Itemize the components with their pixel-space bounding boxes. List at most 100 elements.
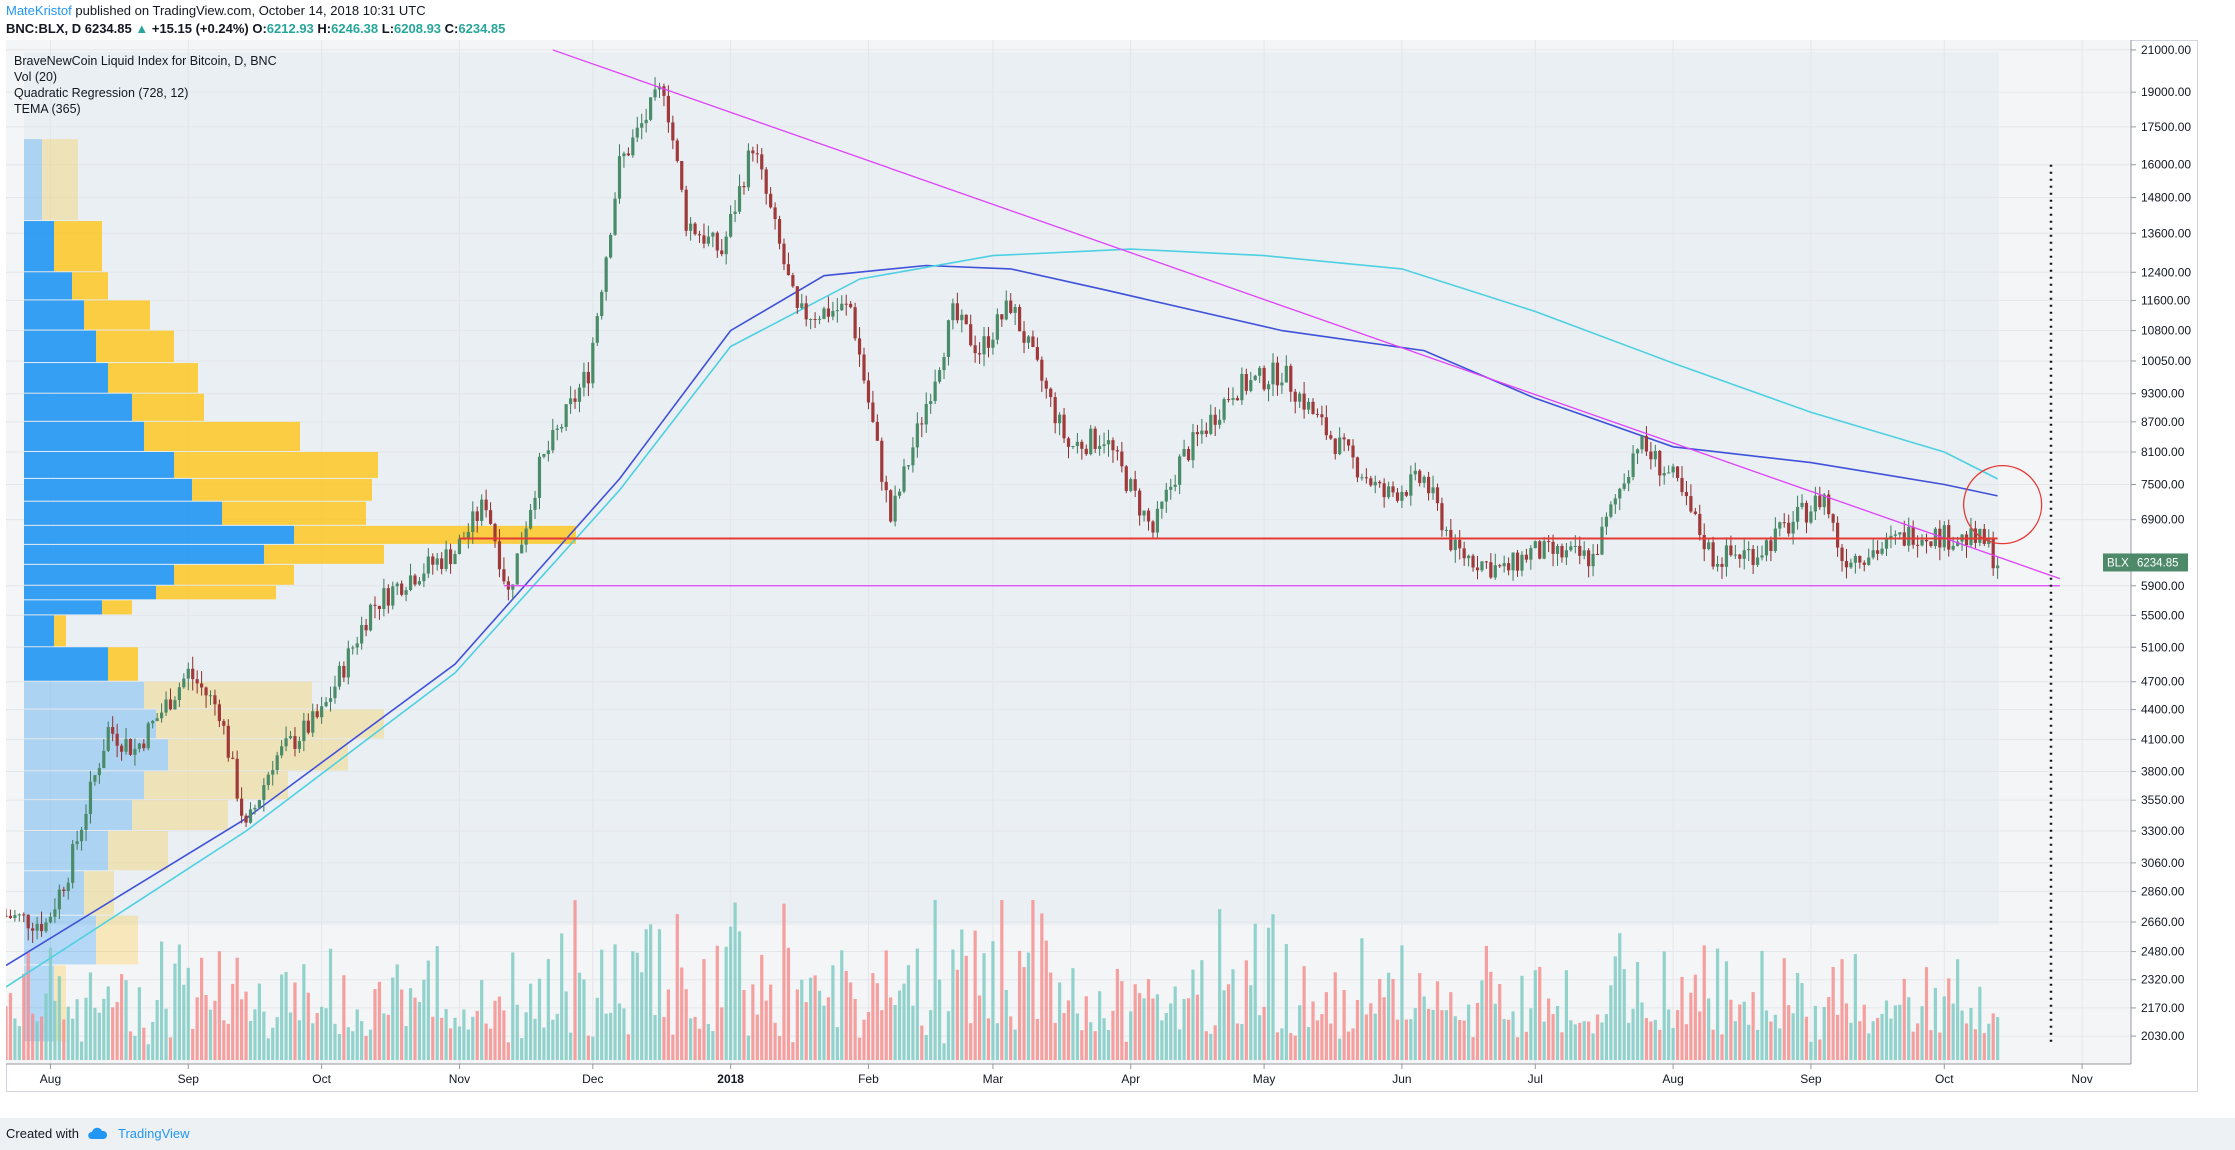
volume-bar [813, 975, 817, 1060]
candle-body [1266, 384, 1271, 390]
candle-body [1827, 494, 1831, 515]
candle-body [222, 721, 226, 726]
candle-body [137, 743, 141, 749]
volume-bar [1578, 1022, 1582, 1060]
volume-bar [1338, 1038, 1342, 1060]
vp-bar-down [168, 739, 348, 771]
candle-body [377, 605, 382, 610]
volume-bar [795, 989, 799, 1060]
high-label: H: [317, 21, 332, 36]
tradingview-link[interactable]: TradingView [118, 1126, 190, 1141]
candle-body [1924, 539, 1929, 542]
volume-bar [1098, 991, 1102, 1060]
candle-body [355, 643, 359, 648]
candle-body [368, 604, 373, 631]
volume-bar [1573, 1024, 1577, 1060]
candle-body [1893, 534, 1897, 536]
candle-body [324, 701, 328, 707]
volume-bar [408, 988, 413, 1060]
candle-body [1680, 477, 1684, 493]
volume-bar [1969, 1007, 1973, 1060]
volume-bar [142, 1027, 146, 1060]
price-chart[interactable]: 21000.00 19000.00 17500.00 16000.00 14800.00… [6, 40, 2196, 1090]
candle-body [1564, 550, 1569, 558]
volume-bar [986, 1018, 991, 1060]
candle-body [711, 232, 715, 237]
vp-bar-down [72, 272, 108, 300]
candle-body [1062, 414, 1066, 439]
candle-body [849, 303, 853, 308]
volume-bar [1702, 945, 1706, 1060]
vp-bar-down [84, 300, 150, 330]
volume-bar [302, 964, 306, 1060]
volume-bar [746, 1035, 751, 1060]
candle-body [955, 303, 959, 321]
volume-bar [1609, 985, 1613, 1060]
volume-bar [1164, 1012, 1168, 1060]
candle-body [929, 401, 933, 404]
candle-body [1502, 563, 1506, 567]
volume-bar [1035, 1018, 1039, 1060]
volume-bar [1569, 1020, 1573, 1060]
volume-bar [1929, 1030, 1933, 1060]
candle-body [1400, 492, 1404, 501]
volume-bar [1524, 1031, 1528, 1060]
candle-body [17, 914, 21, 916]
volume-bar [1680, 976, 1684, 1060]
vp-bar-down [156, 709, 384, 739]
candle-body [1391, 486, 1395, 493]
candle-body [773, 207, 777, 220]
close-label: C: [444, 21, 459, 36]
volume-bar [284, 971, 288, 1060]
candle-body [75, 841, 79, 845]
volume-bar [1822, 1006, 1826, 1060]
volume-bar [937, 979, 942, 1060]
price-tick-label: 11600.00 [2141, 293, 2190, 307]
volume-bar [164, 1008, 168, 1060]
candle-body [413, 575, 417, 585]
candle-body [1200, 430, 1204, 435]
vp-bar-down [222, 501, 366, 525]
candle-body [671, 122, 675, 141]
candle-body [826, 308, 831, 317]
volume-bar [1066, 1000, 1071, 1060]
volume-bar [1920, 1006, 1924, 1060]
candle-body [84, 813, 88, 830]
volume-bar [1080, 1030, 1084, 1060]
volume-bar [1884, 1000, 1889, 1060]
volume-bar [79, 1041, 84, 1060]
volume-bar [631, 951, 635, 1060]
author-link[interactable]: MateKristof [6, 3, 72, 18]
volume-bar [182, 984, 186, 1060]
volume-bar [1867, 1033, 1871, 1060]
candle-body [1115, 450, 1120, 452]
candle-body [35, 923, 39, 931]
candle-body [1831, 514, 1835, 523]
volume-bar [889, 997, 893, 1060]
footer: Created with TradingView [0, 1118, 2235, 1150]
candle-body [293, 736, 297, 749]
candle-body [1844, 560, 1849, 568]
volume-bar [1618, 933, 1622, 1060]
volume-bar [1902, 978, 1906, 1060]
volume-bar [333, 1023, 337, 1060]
candle-body [1040, 359, 1044, 381]
vp-bar-down [132, 800, 228, 830]
candle-body [364, 624, 368, 631]
volume-bar [71, 1018, 75, 1060]
candle-body [1435, 487, 1440, 504]
volume-bar [1933, 987, 1937, 1060]
volume-bar [1529, 1008, 1533, 1060]
candle-body [622, 153, 626, 157]
time-tick-label: Nov [449, 1072, 470, 1086]
candle-body [1769, 540, 1773, 552]
candle-body [1911, 526, 1915, 545]
volume-bar [62, 1019, 66, 1060]
volume-bar [1275, 1032, 1280, 1060]
volume-bar [1200, 960, 1204, 1060]
volume-bar [1551, 1014, 1555, 1060]
candle-body [320, 706, 324, 718]
volume-bar [364, 1035, 368, 1060]
price-tick-label: 3800.00 [2141, 764, 2185, 778]
price-tick-label: 5100.00 [2141, 640, 2185, 654]
